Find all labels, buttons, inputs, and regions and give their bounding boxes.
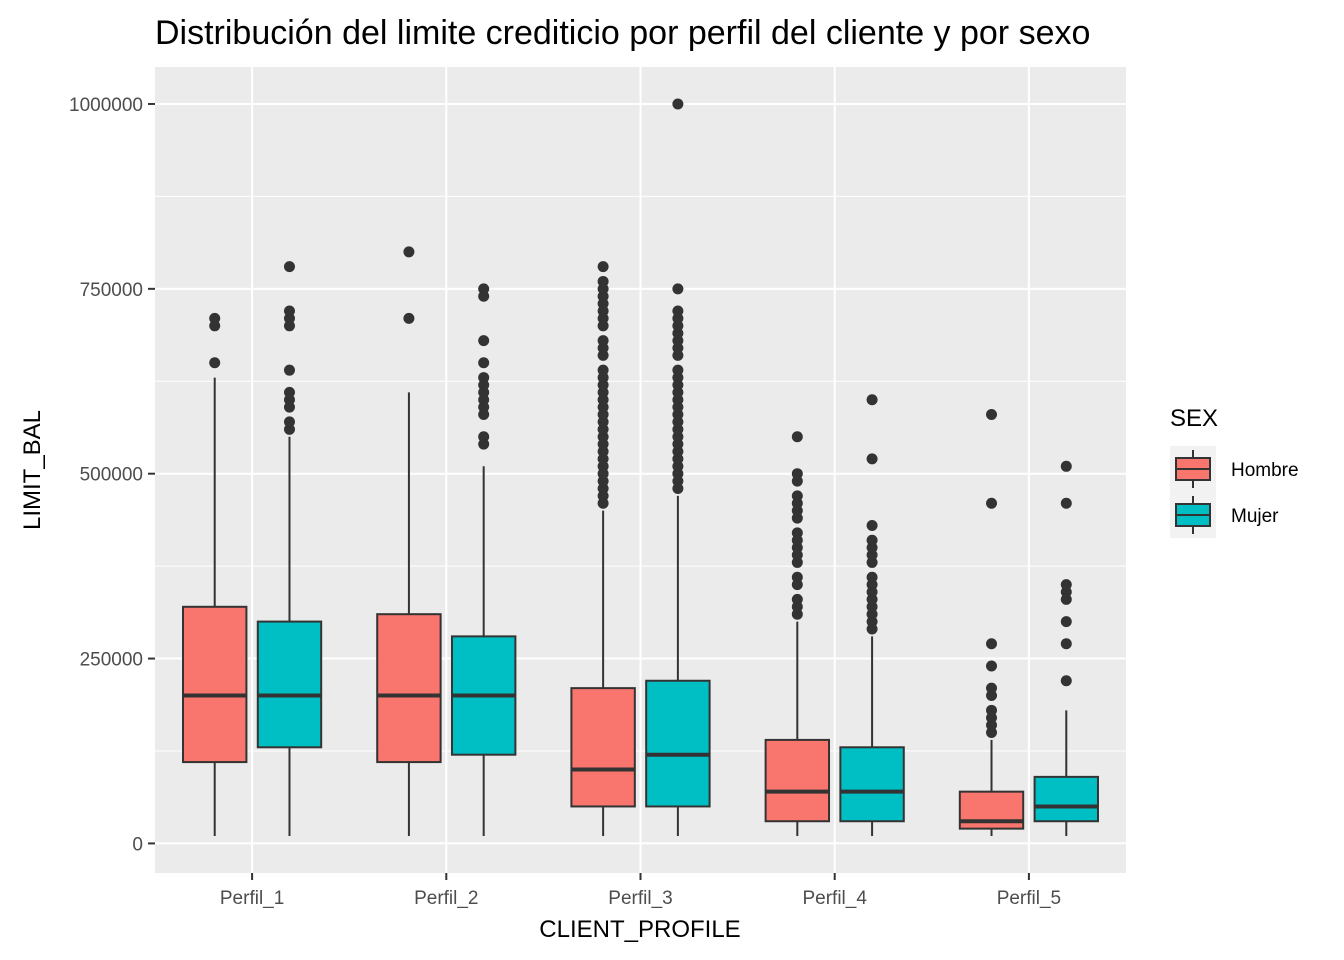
y-axis: 0 250000 500000 750000 1000000 [69, 95, 155, 855]
outlier-point [791, 468, 803, 480]
outlier-point [672, 98, 684, 110]
box-mujer-perfil_3 [645, 98, 711, 837]
x-tick-label: Perfil_4 [802, 888, 867, 909]
box-hombre-perfil_5 [958, 409, 1025, 837]
outlier-point [791, 593, 803, 605]
outlier-point [1060, 638, 1072, 650]
x-tick-label: Perfil_5 [997, 888, 1061, 909]
outlier-point [1060, 675, 1072, 687]
box-iqr [256, 620, 323, 749]
outlier-point [283, 386, 295, 398]
box-mujer-perfil_5 [1033, 460, 1099, 837]
legend-label: Mujer [1231, 506, 1279, 527]
legend-label: Hombre [1231, 460, 1299, 481]
outlier-point [986, 660, 998, 672]
x-axis-title: CLIENT_PROFILE [539, 916, 740, 943]
outlier-point [403, 312, 415, 324]
outlier-point [478, 372, 490, 384]
outlier-point [283, 364, 295, 376]
y-tick-label: 1000000 [69, 95, 143, 116]
outlier-point [791, 490, 803, 502]
legend-title: SEX [1170, 405, 1218, 432]
legend: SEX Hombre Mujer [1170, 405, 1299, 538]
outlier-point [209, 357, 221, 369]
chart-title: Distribución del limite crediticio por p… [155, 14, 1090, 52]
outlier-point [672, 364, 684, 376]
box-iqr [839, 746, 905, 823]
box-hombre-perfil_4 [764, 431, 831, 837]
box-iqr [764, 738, 831, 823]
outlier-point [597, 335, 609, 347]
outlier-point [986, 497, 998, 509]
x-tick-label: Perfil_3 [608, 888, 672, 909]
outlier-point [209, 312, 221, 324]
y-tick-label: 500000 [80, 465, 143, 486]
outlier-point [672, 305, 684, 317]
box-mujer-perfil_2 [450, 283, 517, 837]
outlier-point [1060, 616, 1072, 628]
x-tick-label: Perfil_1 [220, 888, 284, 909]
y-tick-label: 250000 [80, 650, 143, 671]
y-tick-label: 0 [132, 834, 143, 855]
outlier-point [791, 571, 803, 583]
outlier-point [597, 275, 609, 287]
outlier-point [986, 682, 998, 694]
box-iqr [182, 605, 248, 764]
outlier-point [283, 416, 295, 428]
outlier-point [597, 261, 609, 273]
outlier-point [403, 246, 415, 258]
outlier-point [866, 534, 878, 546]
outlier-point [1060, 579, 1072, 591]
outlier-point [866, 453, 878, 465]
y-tick-label: 750000 [80, 280, 143, 301]
box-hombre-perfil_2 [376, 246, 442, 837]
box-hombre-perfil_1 [182, 312, 248, 837]
legend-item-mujer: Mujer [1170, 492, 1279, 538]
outlier-point [791, 527, 803, 539]
outlier-point [1060, 497, 1072, 509]
outlier-point [986, 409, 998, 421]
x-tick-label: Perfil_2 [414, 888, 478, 909]
y-axis-title: LIMIT_BAL [19, 410, 46, 530]
outlier-point [986, 704, 998, 716]
x-axis: Perfil_1 Perfil_2 Perfil_3 Perfil_4 Perfil_5 [220, 873, 1061, 909]
box-iqr [570, 687, 636, 808]
box-iqr [645, 679, 711, 808]
outlier-point [283, 305, 295, 317]
outlier-point [866, 394, 878, 406]
box-mujer-perfil_4 [839, 394, 905, 837]
outlier-point [597, 364, 609, 376]
legend-item-hombre: Hombre [1170, 446, 1299, 492]
outlier-point [866, 519, 878, 531]
major-gridlines [155, 67, 1126, 873]
outlier-point [478, 431, 490, 443]
outlier-point [478, 283, 490, 295]
outlier-point [866, 571, 878, 583]
outlier-point [986, 638, 998, 650]
box-mujer-perfil_1 [256, 261, 323, 837]
box-iqr [1033, 775, 1099, 823]
outlier-point [478, 335, 490, 347]
outlier-point [478, 357, 490, 369]
outlier-point [672, 283, 684, 295]
outlier-point [791, 431, 803, 443]
box-iqr [376, 613, 442, 764]
box-series [182, 98, 1099, 837]
outlier-point [1060, 460, 1072, 472]
outlier-point [283, 261, 295, 273]
box-hombre-perfil_3 [570, 261, 636, 837]
